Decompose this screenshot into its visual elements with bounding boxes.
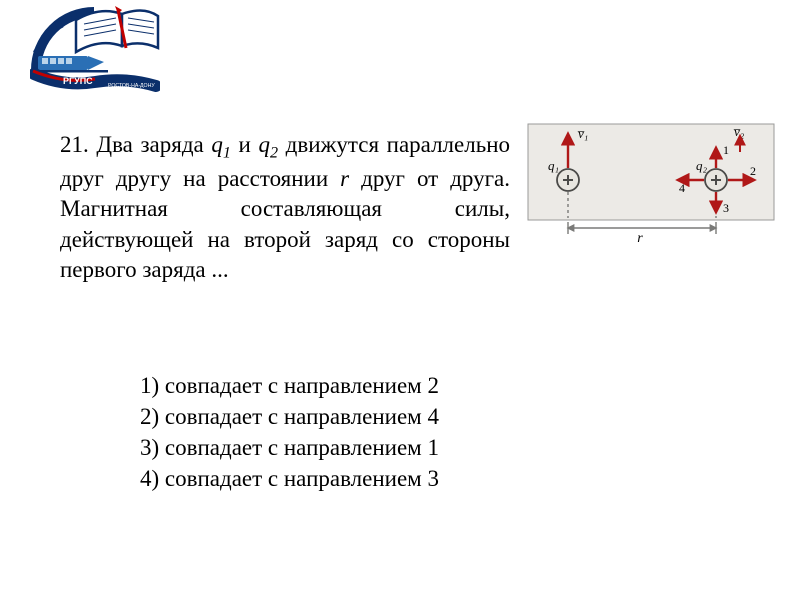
- option-2: 2) совпадает с направлением 4: [140, 401, 439, 432]
- diagram-dir-3: 3: [723, 201, 729, 215]
- diagram-dir-4: 4: [679, 181, 685, 195]
- symbol-q1-sub: 1: [223, 145, 231, 162]
- answer-options: 1) совпадает с направлением 2 2) совпада…: [140, 370, 439, 494]
- diagram-q1-label: q₁: [548, 158, 559, 173]
- diagram-dir-1: 1: [723, 143, 729, 157]
- question-part-1: Два заряда: [96, 132, 211, 157]
- logo-abbr: РГУПС: [63, 76, 93, 86]
- question-number: 21.: [60, 132, 89, 157]
- diagram-q2-label: q₂: [696, 158, 708, 173]
- option-4: 4) совпадает с направлением 3: [140, 463, 439, 494]
- option-3: 3) совпадает с направлением 1: [140, 432, 439, 463]
- question-part-2: и: [231, 132, 259, 157]
- logo-city: РОСТОВ-НА-ДОНУ: [108, 83, 155, 89]
- option-1: 1) совпадает с направлением 2: [140, 370, 439, 401]
- symbol-q2-sub: 2: [270, 145, 278, 162]
- symbol-q1: q: [211, 132, 223, 157]
- diagram-r-label: r: [637, 231, 643, 246]
- question-text: 21. Два заряда q1 и q2 движутся параллел…: [60, 130, 510, 285]
- physics-diagram: r v̅₁ q₁ v̅: [526, 122, 776, 252]
- symbol-q2: q: [258, 132, 270, 157]
- diagram-dir-2: 2: [750, 164, 756, 178]
- symbol-r: r: [340, 166, 349, 191]
- diagram-v1-label: v̅₁: [577, 126, 588, 141]
- university-logo: РГУПС РОСТОВ-НА-ДОНУ: [30, 4, 160, 94]
